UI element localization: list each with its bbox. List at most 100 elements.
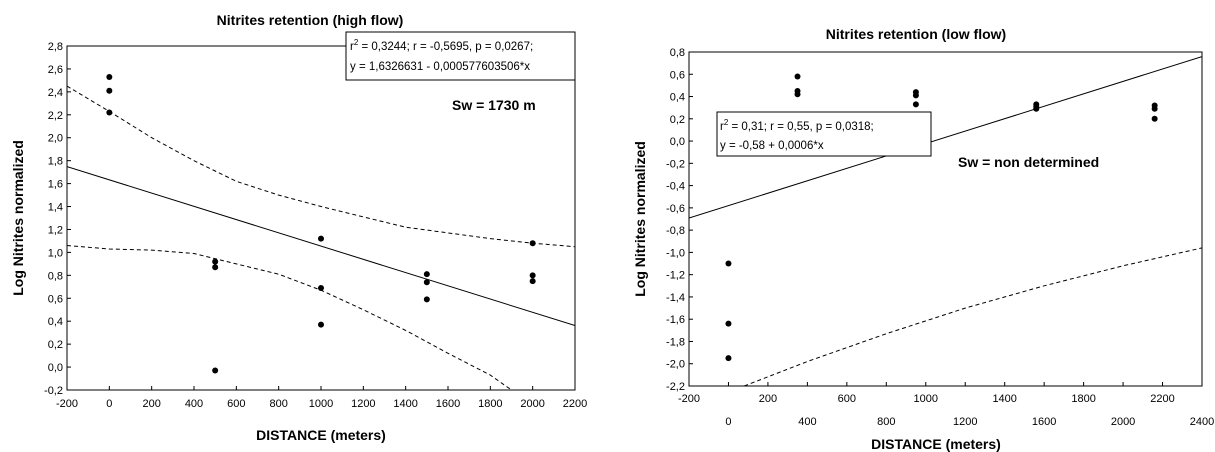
y-tick-label: -0,6 xyxy=(666,203,685,215)
y-tick-label: -1,6 xyxy=(666,314,685,326)
data-point xyxy=(794,91,801,98)
y-tick-label: 2,4 xyxy=(48,87,63,99)
data-point xyxy=(529,272,536,279)
chart-high-flow: Nitrites retention (high flow) -0,2 0,0 0,… xyxy=(10,12,587,443)
y-tick-label: -1,2 xyxy=(666,270,685,282)
y-tick-label: 0,0 xyxy=(670,136,685,148)
x-tick-label: 2400 xyxy=(1190,416,1214,428)
confidence-band-lower xyxy=(744,247,1202,386)
data-point xyxy=(212,367,219,374)
x-tick-label: 1400 xyxy=(393,398,417,410)
x-tick-label: 0 xyxy=(725,416,731,428)
stats-line-1: = 0,31; r = 0,55, p = 0,0318; xyxy=(728,121,873,133)
data-point xyxy=(106,87,113,94)
y-tick-label: 2,6 xyxy=(48,64,63,76)
data-point xyxy=(912,101,919,108)
x-tick-label: 1200 xyxy=(351,398,375,410)
data-point xyxy=(318,235,324,242)
regression-line xyxy=(67,166,575,327)
x-tick-label: 600 xyxy=(838,393,856,405)
y-tick-label: -2,0 xyxy=(666,359,685,371)
data-point xyxy=(1033,105,1040,112)
y-tick-label: 0,6 xyxy=(670,69,685,81)
stats-r2-symbol: r xyxy=(720,121,724,133)
y-tick-label: -1,0 xyxy=(666,247,685,259)
plot-frame xyxy=(688,51,1203,387)
y-axis-label: Log Nitrites normalized xyxy=(10,140,26,296)
x-tick-label: 200 xyxy=(142,398,160,410)
x-tick-label: 1800 xyxy=(478,398,502,410)
y-tick-label: 0,8 xyxy=(48,270,63,282)
y-tick-label: -0,2 xyxy=(44,385,63,397)
data-point xyxy=(912,92,919,99)
y-tick-label: 2,8 xyxy=(48,41,63,53)
y-tick-label: 0,4 xyxy=(48,316,63,328)
data-point xyxy=(318,284,324,291)
x-tick-label: 1600 xyxy=(436,398,460,410)
x-tick-label: 200 xyxy=(759,393,777,405)
data-point xyxy=(423,279,430,286)
data-point xyxy=(423,271,430,278)
stats-r2-superscript: 2 xyxy=(354,38,359,47)
x-tick-label: 2000 xyxy=(1111,416,1135,428)
y-tick-label: 0,8 xyxy=(670,47,685,59)
y-tick-label: 0,0 xyxy=(48,362,63,374)
x-tick-label: 1800 xyxy=(1071,393,1095,405)
x-tick-label: 800 xyxy=(877,416,895,428)
x-axis-label: DISTANCE (meters) xyxy=(871,436,1001,452)
data-point xyxy=(318,321,324,328)
data-point xyxy=(1151,115,1158,122)
data-point xyxy=(725,320,732,327)
x-tick-label: 800 xyxy=(269,398,287,410)
sw-label: Sw = 1730 m xyxy=(452,97,536,113)
data-point xyxy=(725,355,732,362)
data-point xyxy=(529,240,536,247)
x-tick-label: 2200 xyxy=(1150,393,1174,405)
y-tick-label: 1,0 xyxy=(48,247,63,259)
y-tick-label: -0,4 xyxy=(666,181,685,193)
stats-line-2: y = 1,6326631 - 0,000577603506*x xyxy=(350,61,530,73)
x-tick-label: 400 xyxy=(185,398,203,410)
y-tick-label: 2,0 xyxy=(48,133,63,145)
x-tick-label: 1000 xyxy=(309,398,333,410)
data-point xyxy=(106,109,113,116)
data-point xyxy=(106,73,113,80)
y-tick-label: 0,4 xyxy=(670,92,685,104)
x-tick-label: 1000 xyxy=(914,393,938,405)
y-tick-label: 0,2 xyxy=(670,114,685,126)
x-tick-label: 600 xyxy=(227,398,245,410)
x-tick-label: 1400 xyxy=(992,393,1016,405)
y-tick-label: 0,2 xyxy=(48,339,63,351)
data-point xyxy=(212,264,219,271)
confidence-band-lower xyxy=(67,245,512,390)
data-point xyxy=(423,296,430,303)
y-tick-label: 1,4 xyxy=(48,202,63,214)
x-tick-label: 1600 xyxy=(1032,416,1056,428)
data-point xyxy=(1151,105,1158,112)
stats-r2-symbol: r xyxy=(350,41,354,53)
y-tick-label: -1,4 xyxy=(666,292,685,304)
y-tick-label: -0,8 xyxy=(666,225,685,237)
confidence-band-upper xyxy=(67,85,575,248)
data-point xyxy=(725,260,732,267)
stats-annotation: r2 = 0,31; r = 0,55, p = 0,0318; y = -0,… xyxy=(716,111,932,157)
chart-title: Nitrites retention (low flow) xyxy=(826,26,1006,42)
x-tick-label: -200 xyxy=(678,393,700,405)
x-tick-label: 400 xyxy=(798,416,816,428)
stats-line-1: = 0,3244; r = -0,5695, p = 0,0267; xyxy=(358,41,533,53)
x-axis-label: DISTANCE (meters) xyxy=(256,427,386,443)
y-axis-label: Log Nitrites normalized xyxy=(632,141,648,297)
y-tick-label: -2,2 xyxy=(666,381,685,393)
stats-line-2: y = -0,58 + 0,0006*x xyxy=(720,140,824,152)
y-tick-label: 0,6 xyxy=(48,293,63,305)
y-tick-label: -1,8 xyxy=(666,336,685,348)
y-tick-label: 1,8 xyxy=(48,156,63,168)
chart-low-flow: Nitrites retention (low flow) -2,2 -2,0 -1… xyxy=(632,26,1214,452)
x-tick-label: 0 xyxy=(106,398,112,410)
y-tick-label: 1,2 xyxy=(48,224,63,236)
sw-label: Sw = non determined xyxy=(958,154,1099,170)
stats-annotation: r2 = 0,3244; r = -0,5695, p = 0,0267; y … xyxy=(345,31,576,81)
data-point xyxy=(529,278,536,285)
data-point xyxy=(794,73,801,80)
svg-text:r2 = 0,31; r = 0,55, p = 0,03: r2 = 0,31; r = 0,55, p = 0,0318; xyxy=(720,118,874,133)
